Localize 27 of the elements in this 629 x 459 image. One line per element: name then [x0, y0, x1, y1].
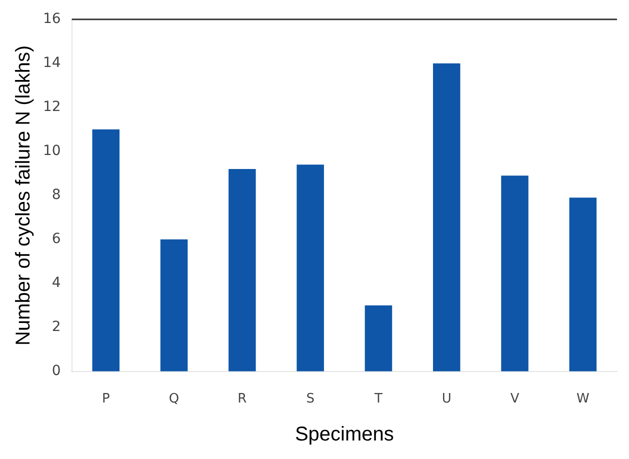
- x-tick-label: S: [306, 392, 314, 407]
- y-tick-label: 0: [52, 363, 61, 380]
- y-tick-label: 8: [52, 187, 61, 204]
- bar: [364, 305, 392, 372]
- x-axis-title: Specimens: [294, 424, 394, 446]
- x-tick-label: T: [374, 392, 383, 407]
- y-tick-label: 10: [42, 143, 61, 160]
- bar: [92, 129, 120, 372]
- x-tick-label: P: [102, 392, 110, 407]
- y-tick-label: 2: [52, 319, 61, 336]
- y-tick-label: 14: [42, 55, 61, 72]
- bar: [296, 164, 324, 372]
- x-tick-label: R: [238, 392, 247, 407]
- x-tick-label: U: [442, 392, 452, 407]
- bar: [228, 169, 256, 372]
- bar: [569, 198, 597, 372]
- bar: [433, 63, 460, 372]
- y-tick-label: 6: [52, 231, 61, 248]
- y-tick-label: 16: [42, 11, 61, 28]
- y-tick-label: 12: [42, 99, 61, 116]
- x-tick-label: V: [510, 392, 520, 407]
- x-tick-label: Q: [168, 392, 180, 407]
- y-axis-title: Number of cycles failure N (lakhs): [12, 45, 35, 346]
- x-tick-label: W: [576, 392, 590, 407]
- bar: [501, 176, 528, 372]
- y-tick-label: 4: [52, 275, 61, 292]
- bar: [160, 239, 188, 372]
